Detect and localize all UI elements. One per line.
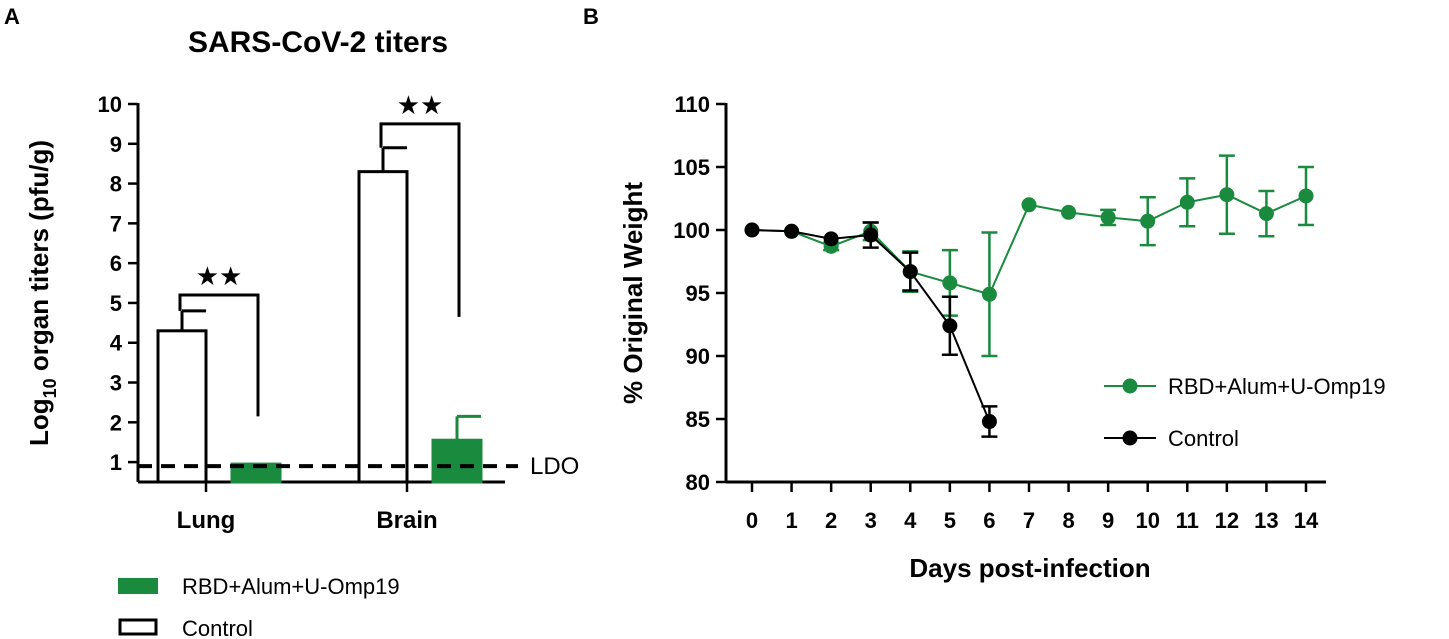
data-point-control — [902, 264, 918, 280]
significance-bracket — [379, 122, 461, 317]
x-tick-label: 7 — [1023, 508, 1035, 533]
data-point-treated — [1100, 209, 1116, 225]
x-tick-label: 9 — [1102, 508, 1114, 533]
legend-swatch-treated — [118, 578, 158, 594]
y-tick-label: 110 — [675, 92, 711, 117]
data-point-treated — [1140, 213, 1156, 229]
x-tick-label: 11 — [1176, 508, 1199, 533]
data-point-treated — [1258, 206, 1274, 222]
y-axis-label: % Original Weight — [618, 182, 648, 404]
y-tick-label: 10 — [98, 92, 122, 117]
data-point-control — [823, 231, 839, 247]
panel-b-label: B — [583, 4, 599, 29]
ldo-label: LDO — [530, 453, 579, 480]
y-tick-label: 8 — [110, 172, 122, 197]
data-point-control — [942, 318, 958, 334]
significance-stars: ★★ — [397, 90, 444, 120]
data-point-treated — [1298, 188, 1314, 204]
data-point-treated — [1179, 194, 1195, 210]
y-tick-label: 95 — [686, 281, 710, 306]
legend-label-control: Control — [1168, 426, 1239, 451]
y-tick-label: 105 — [673, 155, 710, 180]
data-point-control — [981, 414, 997, 430]
x-tick-label: 14 — [1294, 508, 1319, 533]
y-tick-label: 3 — [110, 371, 122, 396]
y-tick-label: 4 — [110, 331, 123, 356]
x-tick-label: 4 — [904, 508, 917, 533]
x-tick-label: 8 — [1062, 508, 1074, 533]
x-tick-label-lung: Lung — [177, 507, 236, 534]
y-axis-label-subscript: 10 — [40, 378, 60, 398]
significance-bracket — [178, 293, 260, 417]
y-tick-label: 80 — [686, 470, 710, 495]
bar-control-lung — [156, 329, 208, 484]
y-tick-label: 7 — [110, 211, 122, 236]
data-point-control — [784, 223, 800, 239]
y-axis-label-main: Log — [24, 398, 54, 446]
legend-label-control: Control — [182, 616, 253, 639]
data-point-treated — [1219, 187, 1235, 203]
significance-stars: ★★ — [196, 261, 243, 291]
data-point-treated — [942, 275, 958, 291]
data-point-treated — [1061, 204, 1077, 220]
y-axis-label-rest: organ titers (pfu/g) — [24, 140, 54, 378]
y-tick-label: 5 — [110, 291, 122, 316]
x-tick-label: 0 — [746, 508, 758, 533]
legend-marker-treated — [1122, 378, 1138, 394]
x-axis-label: Days post-infection — [909, 553, 1150, 583]
x-tick-label: 10 — [1135, 508, 1159, 533]
bar-treated-brain — [431, 438, 483, 484]
data-point-control — [863, 227, 879, 243]
data-point-treated — [1021, 197, 1037, 213]
x-tick-label: 5 — [944, 508, 956, 533]
x-tick-label: 12 — [1215, 508, 1239, 533]
bar-control-brain — [357, 170, 409, 484]
panel-a-label: A — [4, 4, 20, 29]
x-tick-label: 6 — [983, 508, 995, 533]
x-tick-label: 1 — [785, 508, 797, 533]
y-tick-label: 2 — [110, 410, 122, 435]
y-tick-label: 9 — [110, 132, 122, 157]
y-tick-label: 1 — [110, 450, 122, 475]
y-tick-label: 85 — [686, 407, 710, 432]
y-tick-label: 100 — [673, 218, 710, 243]
y-axis-label: Log10 organ titers (pfu/g) — [24, 140, 60, 446]
legend-marker-control — [1122, 430, 1138, 446]
data-point-treated — [981, 286, 997, 302]
x-tick-label: 3 — [865, 508, 877, 533]
x-tick-label: 2 — [825, 508, 837, 533]
x-tick-label: 13 — [1254, 508, 1278, 533]
chart-title: SARS-CoV-2 titers — [188, 26, 448, 59]
y-tick-label: 6 — [110, 251, 122, 276]
legend-label-treated: RBD+Alum+U-Omp19 — [182, 574, 400, 599]
y-tick-label: 90 — [686, 344, 710, 369]
x-tick-label-brain: Brain — [376, 507, 437, 534]
data-point-control — [744, 222, 760, 238]
legend-swatch-control — [118, 618, 158, 636]
legend-label-treated: RBD+Alum+U-Omp19 — [1168, 374, 1386, 399]
